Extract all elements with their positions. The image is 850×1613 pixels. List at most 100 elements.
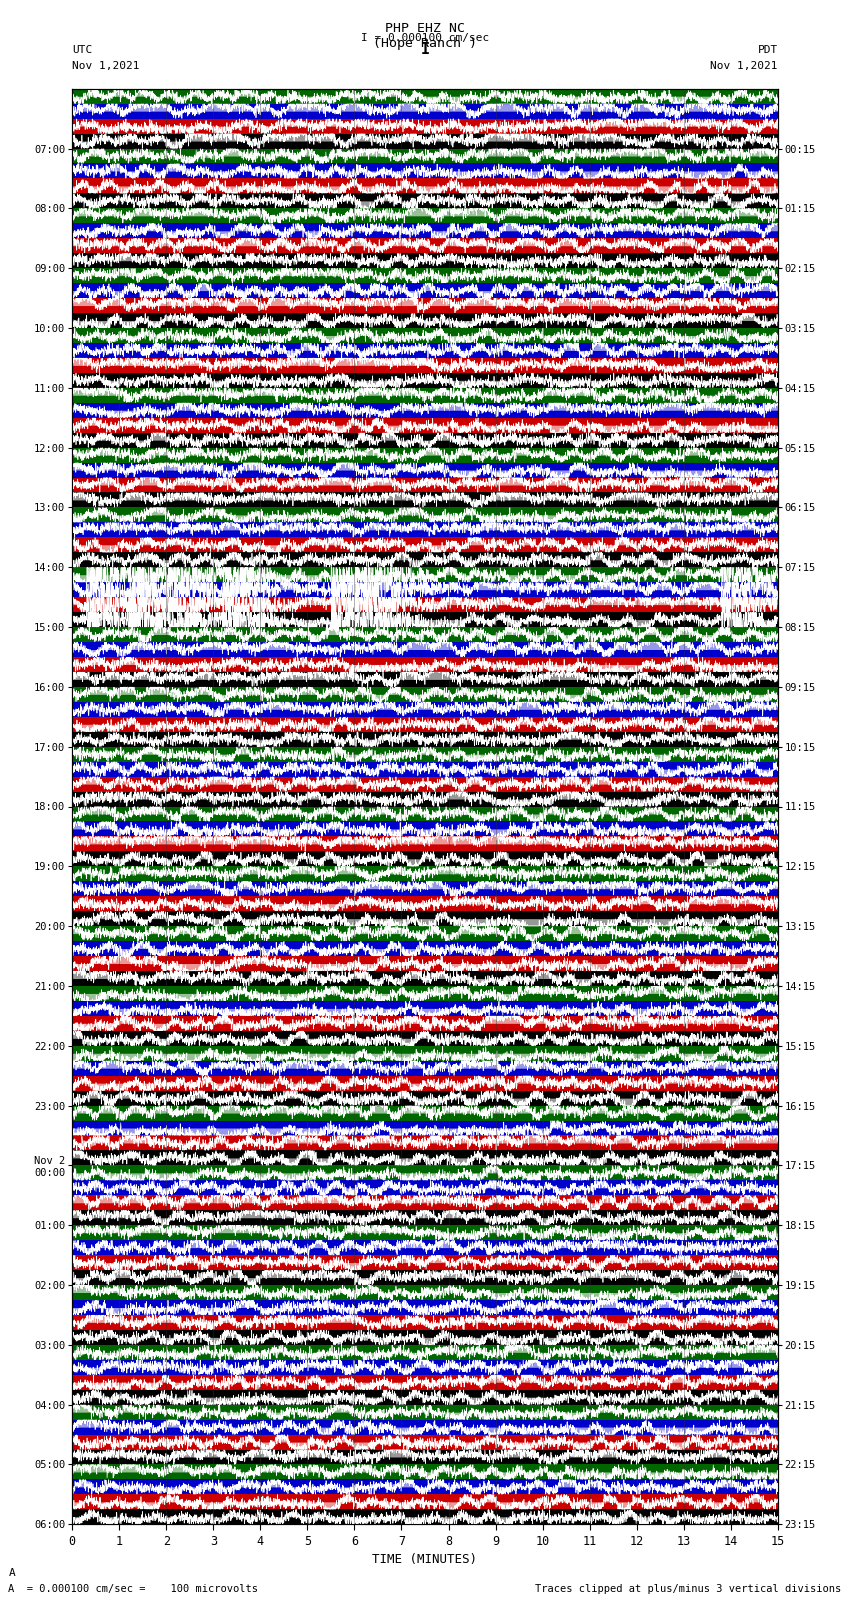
Bar [72,642,778,656]
Bar [72,1061,778,1076]
Bar [72,508,778,523]
Bar [72,940,778,957]
Bar [72,1315,778,1329]
Bar [72,327,778,344]
Bar [72,358,778,373]
Bar [72,1390,778,1405]
Bar [72,1374,778,1390]
Bar [72,1450,778,1465]
Text: UTC: UTC [72,45,93,55]
Bar [72,776,778,792]
Bar [72,1150,778,1165]
Bar [72,148,778,163]
Bar [72,239,778,253]
Bar [72,432,778,448]
Bar [72,1329,778,1345]
Text: Traces clipped at plus/minus 3 vertical divisions: Traces clipped at plus/minus 3 vertical … [536,1584,842,1594]
Bar [72,1226,778,1240]
Bar [72,971,778,986]
Bar [72,1076,778,1090]
Bar [72,208,778,223]
Bar [72,1345,778,1360]
Bar [72,837,778,852]
Bar [72,852,778,866]
Bar [72,957,778,971]
Bar [72,1002,778,1016]
Bar [72,492,778,508]
Bar [72,268,778,284]
Bar [72,1121,778,1136]
Text: Nov 1,2021: Nov 1,2021 [711,61,778,71]
Bar [72,387,778,403]
Bar [72,1300,778,1315]
Bar [72,1465,778,1479]
Bar [72,821,778,837]
Bar [72,656,778,673]
Bar [72,163,778,179]
Bar [72,1181,778,1195]
Text: I = 0.000100 cm/sec: I = 0.000100 cm/sec [361,32,489,44]
Bar [72,463,778,477]
Bar [72,344,778,358]
Bar [72,1031,778,1045]
Bar [72,223,778,239]
Bar [72,687,778,702]
Bar [72,732,778,747]
Bar [72,806,778,821]
Title: PHP EHZ NC
(Hope Ranch ): PHP EHZ NC (Hope Ranch ) [373,23,477,50]
Bar [72,1269,778,1286]
Bar [72,1479,778,1494]
Bar [72,179,778,194]
Bar [72,1136,778,1150]
Bar [72,477,778,492]
Bar [72,1434,778,1450]
Bar [72,194,778,208]
Bar [72,568,778,582]
Bar [72,911,778,926]
Bar [72,597,778,611]
Bar [72,702,778,716]
Bar [72,1045,778,1061]
Bar [72,1360,778,1374]
Bar [72,89,778,103]
Bar [72,1286,778,1300]
Bar [72,1105,778,1121]
Bar [72,1510,778,1524]
Bar [72,866,778,881]
Bar [72,627,778,642]
Bar [72,1090,778,1105]
Bar [72,403,778,418]
Bar [72,1240,778,1255]
Bar [72,284,778,298]
Bar [72,792,778,806]
Bar [72,716,778,732]
Text: A  = 0.000100 cm/sec =    100 microvolts: A = 0.000100 cm/sec = 100 microvolts [8,1584,258,1594]
Text: I: I [421,42,429,56]
Text: Nov 1,2021: Nov 1,2021 [72,61,139,71]
Bar [72,134,778,148]
Bar [72,1419,778,1434]
Bar [72,552,778,568]
Bar [72,253,778,268]
Bar [72,1210,778,1226]
Bar [72,119,778,134]
Bar [72,582,778,597]
Bar [72,673,778,687]
Bar [72,298,778,313]
Bar [72,103,778,119]
Bar [72,986,778,1002]
Bar [72,1165,778,1181]
Bar [72,1016,778,1031]
Bar [72,1255,778,1269]
Text: A: A [8,1568,15,1578]
Bar [72,418,778,432]
Bar [72,1195,778,1210]
Bar [72,1494,778,1510]
Text: PDT: PDT [757,45,778,55]
Bar [72,761,778,776]
X-axis label: TIME (MINUTES): TIME (MINUTES) [372,1553,478,1566]
Bar [72,1405,778,1419]
Bar [72,611,778,627]
Bar [72,313,778,327]
Bar [72,537,778,552]
